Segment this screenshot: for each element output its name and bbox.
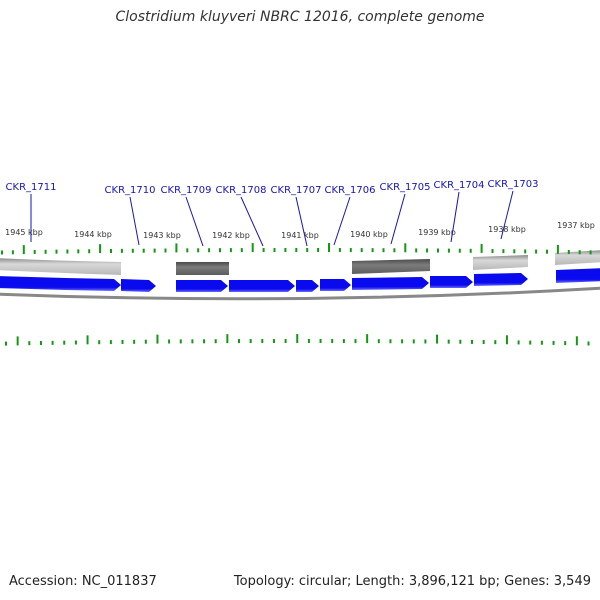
gene-arrow[interactable] — [121, 279, 156, 292]
gene-label[interactable]: CKR_1704 — [434, 180, 485, 191]
genome-summary-text: Topology: circular; Length: 3,896,121 bp… — [233, 574, 591, 589]
gene-arrows — [0, 268, 600, 292]
gene-arrow[interactable] — [0, 276, 121, 291]
genome-backbone — [0, 286, 600, 301]
scale-label: 1940 kbp — [350, 230, 388, 239]
gene-label[interactable]: CKR_1705 — [380, 182, 431, 193]
gene-arrow[interactable] — [430, 276, 473, 288]
gene-leader-line — [450, 191, 460, 243]
gene-label[interactable]: CKR_1708 — [216, 185, 267, 196]
scale-label: 1941 kbp — [281, 231, 319, 240]
gene-leader-line — [240, 196, 264, 247]
gene-leader-line — [333, 196, 351, 246]
gene-leader-line — [129, 196, 140, 246]
scale-labels: 1945 kbp 1944 kbp 1943 kbp 1942 kbp 1941 kbp… — [5, 221, 595, 240]
feature-band[interactable] — [0, 258, 121, 275]
feature-band[interactable] — [473, 255, 528, 270]
scale-ticks-inner — [5, 334, 590, 346]
gene-arrow[interactable] — [474, 273, 528, 286]
scale-label: 1943 kbp — [143, 231, 181, 240]
feature-bands — [0, 250, 600, 275]
gene-leader-line — [185, 196, 204, 247]
gene-labels: CKR_1711 CKR_1710 CKR_1709 CKR_1708 CKR_1707… — [6, 179, 539, 247]
scale-label: 1942 kbp — [212, 231, 250, 240]
scale-label: 1944 kbp — [74, 230, 112, 239]
scale-label: 1937 kbp — [557, 221, 595, 230]
feature-band[interactable] — [352, 259, 430, 274]
map-title: Clostridium kluyveri NBRC 12016, complet… — [115, 9, 485, 25]
scale-label: 1945 kbp — [5, 228, 43, 237]
gene-label[interactable]: CKR_1706 — [325, 185, 376, 196]
gene-arrow[interactable] — [352, 277, 429, 290]
gene-leader-line — [390, 193, 406, 245]
gene-arrow[interactable] — [176, 280, 228, 292]
gene-label[interactable]: CKR_1707 — [271, 185, 322, 196]
gene-leader-line — [500, 190, 514, 240]
gene-arrow[interactable] — [556, 268, 600, 283]
gene-label[interactable]: CKR_1709 — [161, 185, 212, 196]
scale-ticks-outer — [1, 243, 592, 255]
gene-label[interactable]: CKR_1710 — [105, 185, 156, 196]
scale-label: 1938 kbp — [488, 225, 526, 234]
gene-label[interactable]: CKR_1711 — [6, 182, 57, 193]
gene-arrow[interactable] — [296, 280, 319, 292]
accession-text: Accession: NC_011837 — [9, 574, 157, 589]
gene-label[interactable]: CKR_1703 — [488, 179, 539, 190]
gene-leader-line — [295, 196, 308, 247]
gene-arrow[interactable] — [320, 279, 351, 291]
feature-band[interactable] — [176, 262, 229, 275]
feature-band[interactable] — [555, 250, 600, 265]
scale-label: 1939 kbp — [418, 228, 456, 237]
gene-arrow[interactable] — [229, 280, 295, 292]
